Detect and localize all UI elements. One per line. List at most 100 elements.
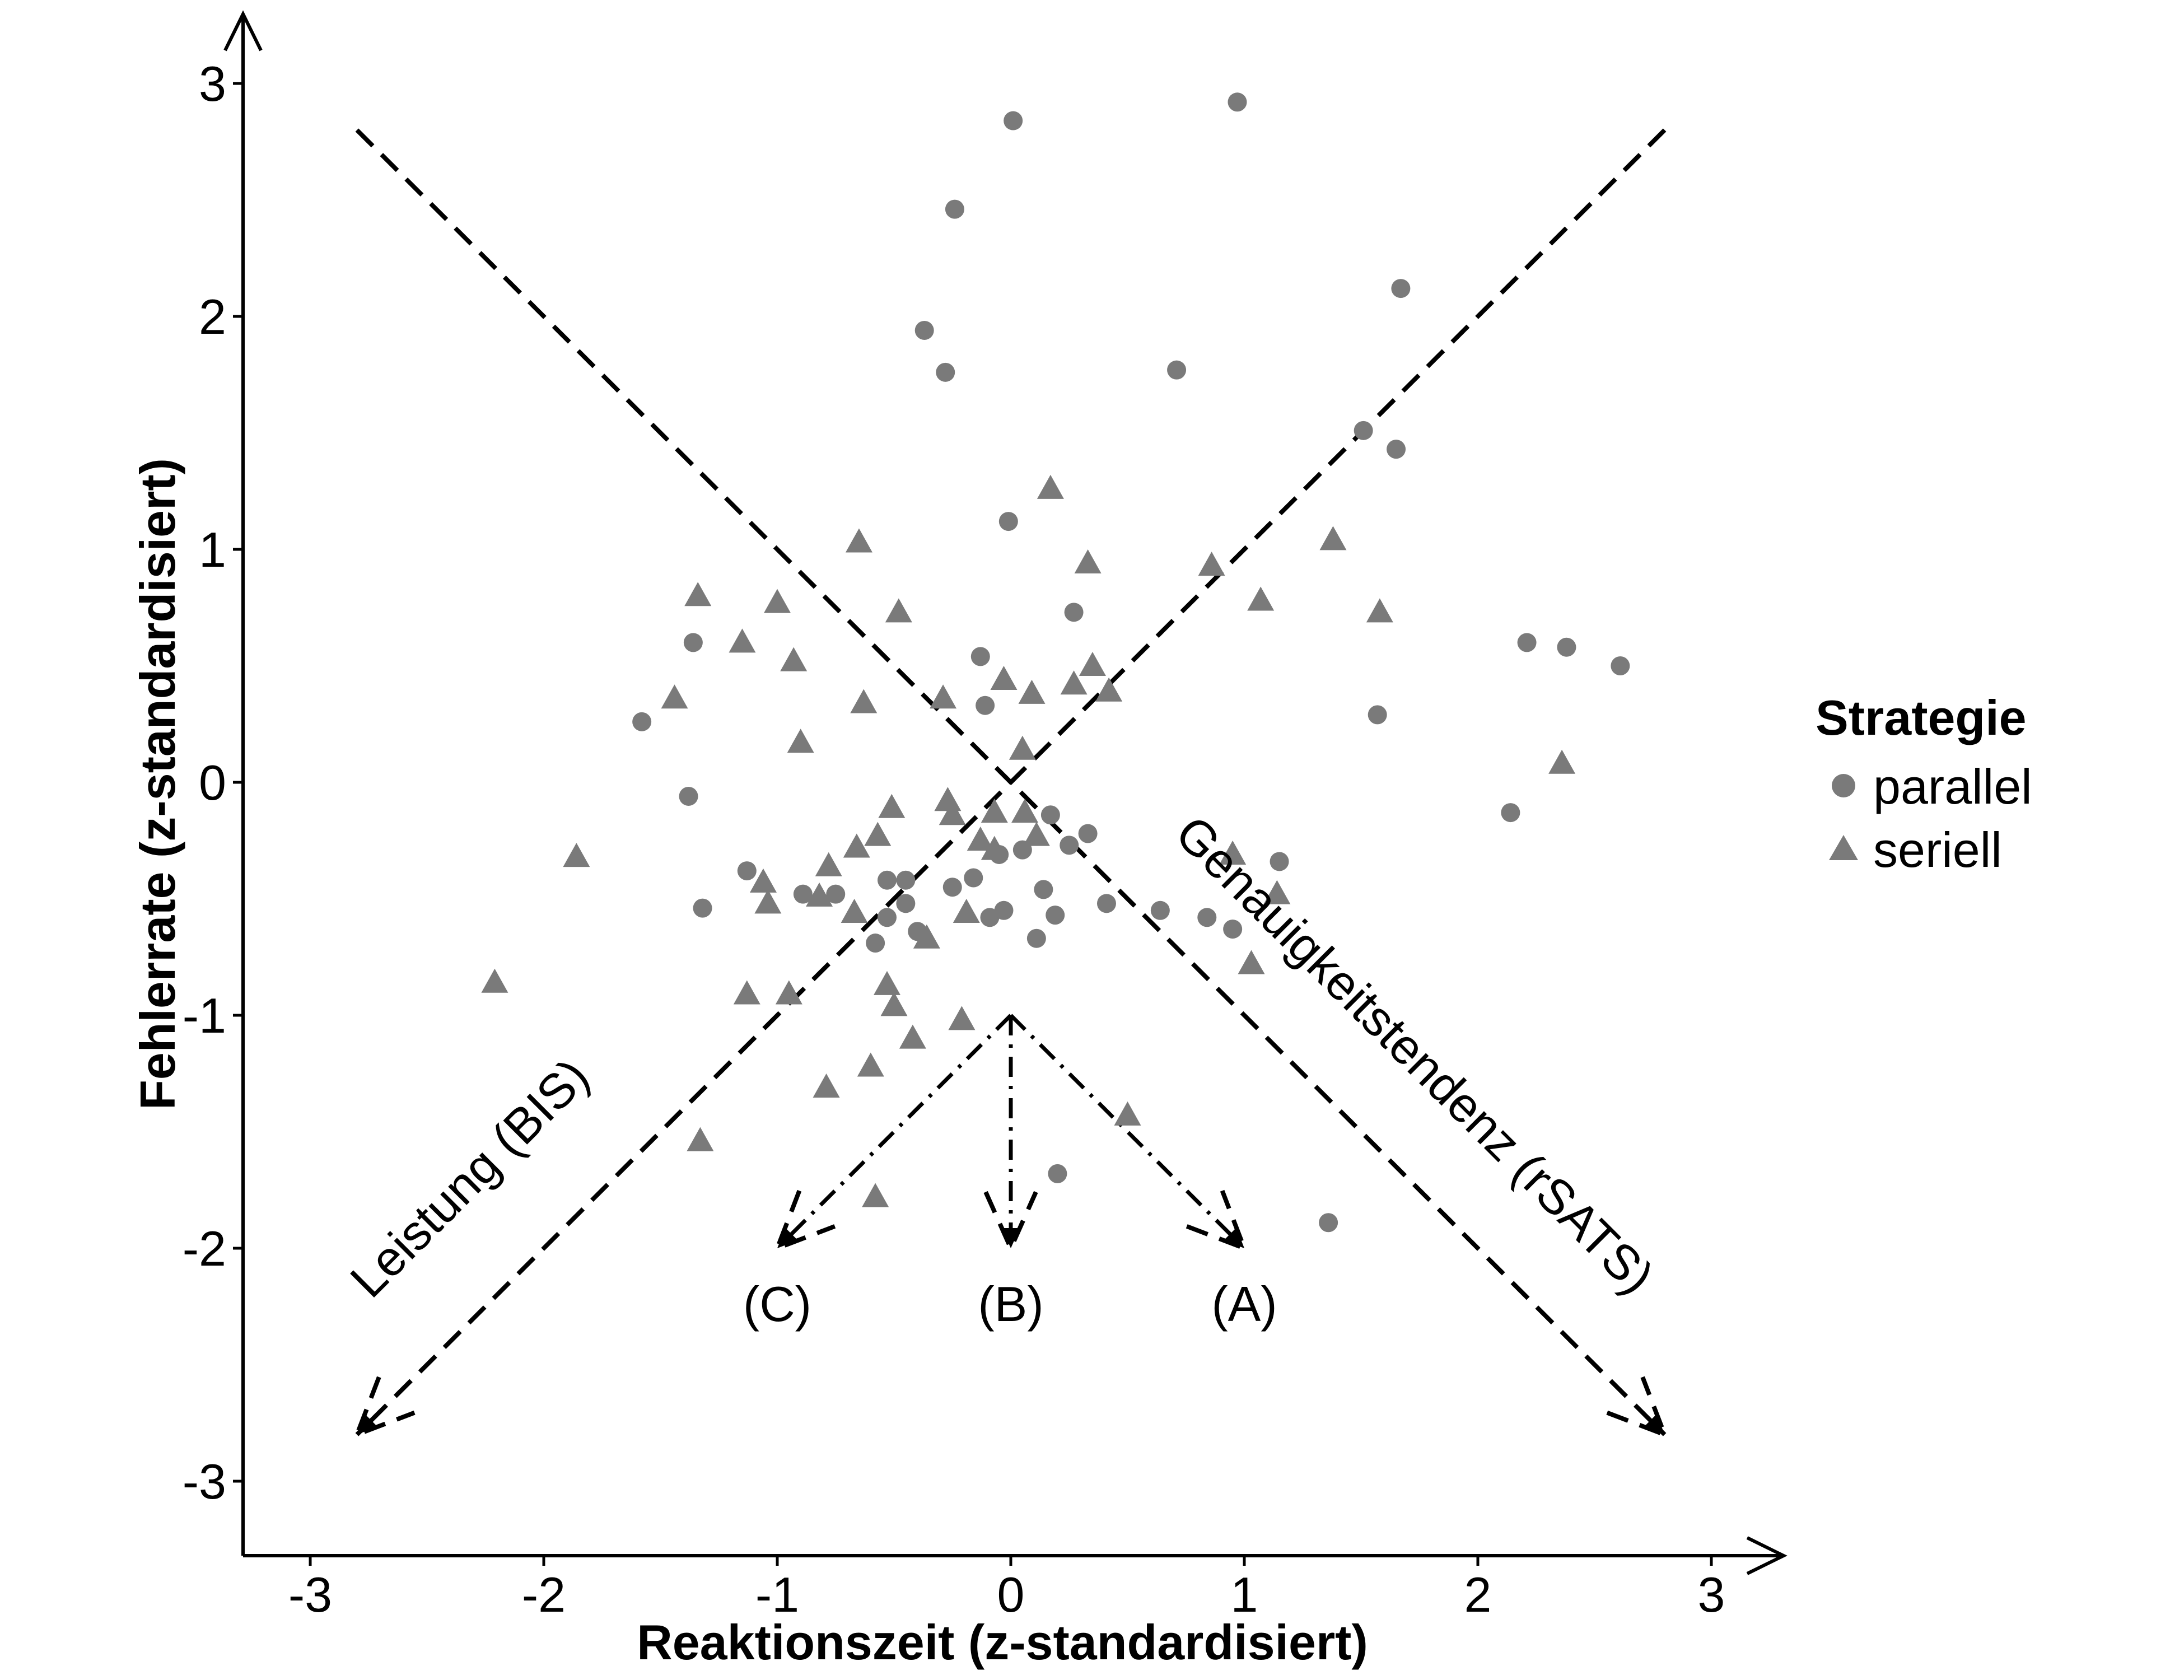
y-axis-title: Fehlerrate (z-standardisiert) [130,458,185,1110]
point-parallel [1387,440,1406,459]
point-seriell [729,628,756,653]
reference-line [355,128,1667,1436]
point-seriell [934,787,962,811]
point-seriell [850,689,878,713]
point-seriell [733,980,760,1005]
point-seriell [1018,679,1046,704]
point-seriell [899,1024,926,1049]
strategy-arrow [1009,1014,1246,1250]
reference-arrowhead [1644,1414,1665,1435]
point-parallel [1040,805,1060,825]
point-seriell [953,898,980,923]
point-parallel [693,898,712,918]
legend-label-seriell: seriell [1873,822,2002,878]
point-parallel [679,786,698,806]
point-parallel [976,696,995,715]
strategy-arrowhead [1002,1228,1020,1248]
point-seriell [857,1052,884,1077]
y-tick-label: 3 [199,56,226,111]
point-parallel [1046,906,1065,925]
point-seriell [754,889,782,914]
annotation-strategy-c: (C) [743,1276,811,1332]
point-seriell [813,1073,840,1098]
point-seriell [1037,474,1064,499]
point-parallel [970,647,990,666]
reference-arrowhead [357,1414,378,1435]
point-parallel [896,870,916,890]
x-tick-label: -1 [755,1567,799,1622]
point-seriell [880,992,908,1016]
legend: Strategie parallel seriell [1816,690,2032,878]
point-parallel [1004,111,1023,130]
point-seriell [1548,749,1576,774]
point-seriell [780,647,808,671]
point-seriell [1319,526,1347,550]
point-seriell [775,980,802,1005]
x-axis-title: Reaktionszeit (z-standardisiert) [637,1614,1368,1670]
point-parallel [942,878,962,897]
point-seriell [684,582,712,606]
point-parallel [826,884,846,904]
y-tick-label: -3 [183,1454,226,1509]
point-seriell [1219,840,1247,865]
data-points [481,92,1630,1233]
point-parallel [1270,852,1289,871]
point-parallel [877,908,897,927]
legend-marker-parallel [1832,774,1855,797]
point-parallel [737,861,757,881]
point-parallel [1048,1164,1067,1183]
point-parallel [1368,705,1387,725]
point-parallel [994,900,1014,920]
x-tick-label: 0 [997,1567,1025,1622]
point-seriell [862,1183,889,1207]
y-tick-label: -1 [183,988,226,1043]
strategy-arrowhead-open [983,1191,1038,1254]
point-seriell [1114,1101,1141,1126]
point-seriell [749,868,777,893]
strategy-arrowhead [1224,1228,1244,1248]
annotation-genauigkeitstendenz: Genauigkeitstendenz (rSATS) [1165,805,1665,1304]
point-parallel [1223,920,1243,939]
point-seriell [1263,880,1291,904]
y-tick-label: -2 [183,1221,226,1276]
point-seriell [981,836,1008,860]
x-tick-label: 3 [1698,1567,1725,1622]
point-seriell [873,970,900,995]
point-seriell [815,852,842,876]
point-seriell [764,589,791,613]
y-tick-label: 0 [199,755,226,810]
point-seriell [990,665,1018,690]
point-seriell [563,843,590,867]
legend-title: Strategie [1816,690,2027,745]
point-parallel [914,320,934,340]
point-seriell [661,684,688,709]
point-seriell [948,1006,976,1030]
point-parallel [1557,637,1576,657]
strategy-arrowhead-open [773,1189,836,1252]
point-seriell [1366,598,1393,623]
point-seriell [1198,552,1225,576]
point-seriell [1009,735,1036,760]
point-parallel [1517,633,1537,652]
point-parallel [1167,360,1187,380]
point-seriell [1079,652,1106,676]
point-seriell [1060,670,1088,695]
point-parallel [632,712,652,731]
point-parallel [1391,279,1411,298]
reference-arrowhead-open [353,1376,416,1439]
point-seriell [687,1127,714,1151]
point-seriell [1023,822,1050,846]
point-seriell [939,801,966,825]
point-parallel [896,894,916,913]
annotations: Leistung (BIS) Genauigkeitstendenz (rSATS… [339,805,1664,1332]
point-parallel [1034,880,1053,899]
x-tick-label: -3 [288,1567,332,1622]
point-seriell [787,729,814,753]
point-parallel [1150,900,1170,920]
annotation-leistung: Leistung (BIS) [339,1048,599,1308]
point-seriell [1011,799,1039,823]
point-parallel [683,633,703,652]
point-seriell [885,598,912,623]
strategy-arrow [776,1014,1012,1250]
point-seriell [878,794,906,818]
